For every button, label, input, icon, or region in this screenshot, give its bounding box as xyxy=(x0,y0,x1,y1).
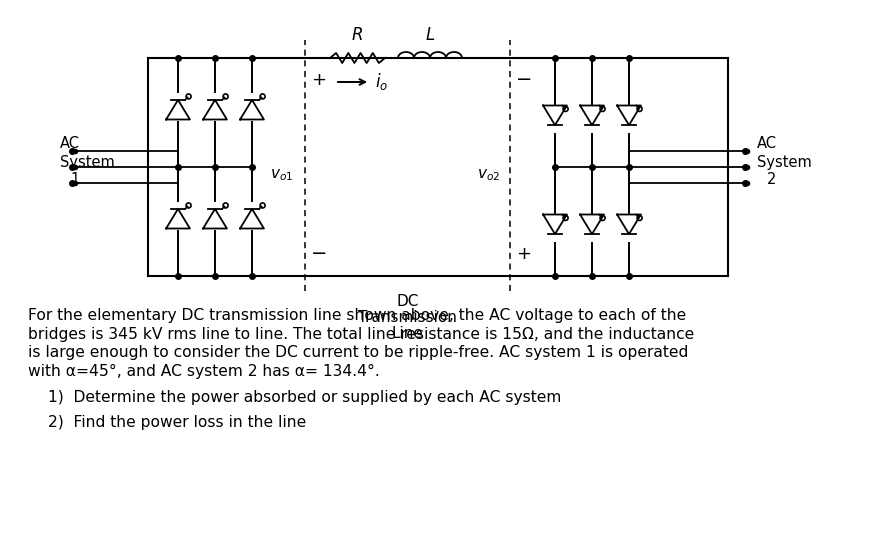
Text: +: + xyxy=(311,71,326,89)
Text: R: R xyxy=(351,26,364,44)
Text: is large enough to consider the DC current to be ripple-free. AC system 1 is ope: is large enough to consider the DC curre… xyxy=(28,345,689,360)
Text: with α=45°, and AC system 2 has α= 134.4°.: with α=45°, and AC system 2 has α= 134.4… xyxy=(28,363,379,379)
Text: 1: 1 xyxy=(70,172,80,186)
Text: −: − xyxy=(516,71,532,89)
Text: bridges is 345 kV rms line to line. The total line resistance is 15Ω, and the in: bridges is 345 kV rms line to line. The … xyxy=(28,327,694,341)
Text: Line: Line xyxy=(392,326,423,341)
Text: Transmission: Transmission xyxy=(358,310,457,325)
Text: $v_{o2}$: $v_{o2}$ xyxy=(477,167,500,183)
Text: +: + xyxy=(516,245,531,263)
Text: DC: DC xyxy=(396,294,419,309)
Text: AC: AC xyxy=(757,136,777,151)
Text: For the elementary DC transmission line shown above, the AC voltage to each of t: For the elementary DC transmission line … xyxy=(28,308,686,323)
Text: $i_o$: $i_o$ xyxy=(375,71,388,93)
Text: System: System xyxy=(757,156,812,170)
Text: 1)  Determine the power absorbed or supplied by each AC system: 1) Determine the power absorbed or suppl… xyxy=(48,390,561,405)
Text: 2)  Find the power loss in the line: 2) Find the power loss in the line xyxy=(48,414,306,430)
Text: −: − xyxy=(311,244,328,264)
Text: AC: AC xyxy=(60,136,80,151)
Text: System: System xyxy=(60,156,114,170)
Text: L: L xyxy=(426,26,434,44)
Text: 2: 2 xyxy=(767,172,776,186)
Text: $v_{o1}$: $v_{o1}$ xyxy=(270,167,293,183)
